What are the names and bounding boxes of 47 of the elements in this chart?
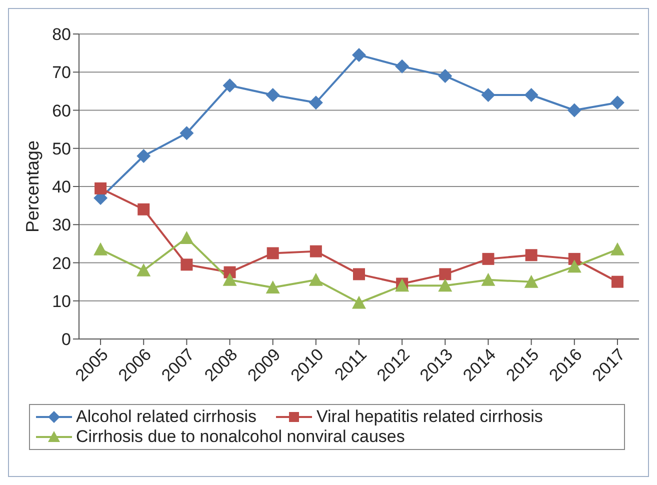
- point: [308, 96, 323, 110]
- point: [439, 268, 452, 280]
- point: [266, 247, 279, 260]
- y-tick-label: 0: [62, 330, 71, 350]
- point: [222, 272, 237, 286]
- legend-label: Viral hepatitis related cirrhosis: [316, 407, 543, 427]
- y-tick-label: 40: [52, 178, 71, 197]
- y-tick-label: 60: [52, 101, 71, 120]
- y-axis-title: Percentage: [22, 140, 42, 233]
- point: [482, 252, 494, 265]
- point: [567, 103, 582, 118]
- point: [438, 278, 452, 292]
- point: [481, 88, 496, 102]
- point: [525, 249, 538, 262]
- point: [610, 96, 624, 110]
- point: [610, 242, 624, 256]
- y-tick-label: 50: [52, 139, 71, 158]
- point: [481, 272, 496, 286]
- point: [180, 230, 194, 244]
- point: [180, 258, 193, 271]
- y-tick-label: 80: [52, 25, 71, 44]
- point: [266, 88, 280, 102]
- point: [353, 268, 365, 280]
- y-tick-label: 30: [52, 216, 71, 235]
- point: [524, 88, 538, 102]
- point: [136, 149, 151, 163]
- point: [266, 280, 280, 294]
- point: [395, 59, 410, 74]
- legend-label: Alcohol related cirrhosis: [76, 407, 256, 427]
- point: [94, 182, 107, 194]
- point: [180, 126, 194, 140]
- point: [136, 263, 151, 276]
- y-tick-label: 20: [52, 254, 71, 273]
- point: [567, 260, 582, 273]
- point: [524, 274, 538, 288]
- y-tick-label: 10: [52, 292, 71, 311]
- point: [308, 272, 323, 286]
- y-tick-label: 70: [52, 63, 71, 82]
- point: [310, 245, 322, 258]
- point: [138, 203, 150, 216]
- point: [222, 78, 237, 92]
- legend-label: Cirrhosis due to nonalcohol nonviral causes: [76, 427, 405, 447]
- point: [352, 296, 366, 309]
- point: [352, 48, 366, 62]
- point: [611, 276, 624, 288]
- point: [94, 242, 108, 256]
- point: [438, 68, 452, 83]
